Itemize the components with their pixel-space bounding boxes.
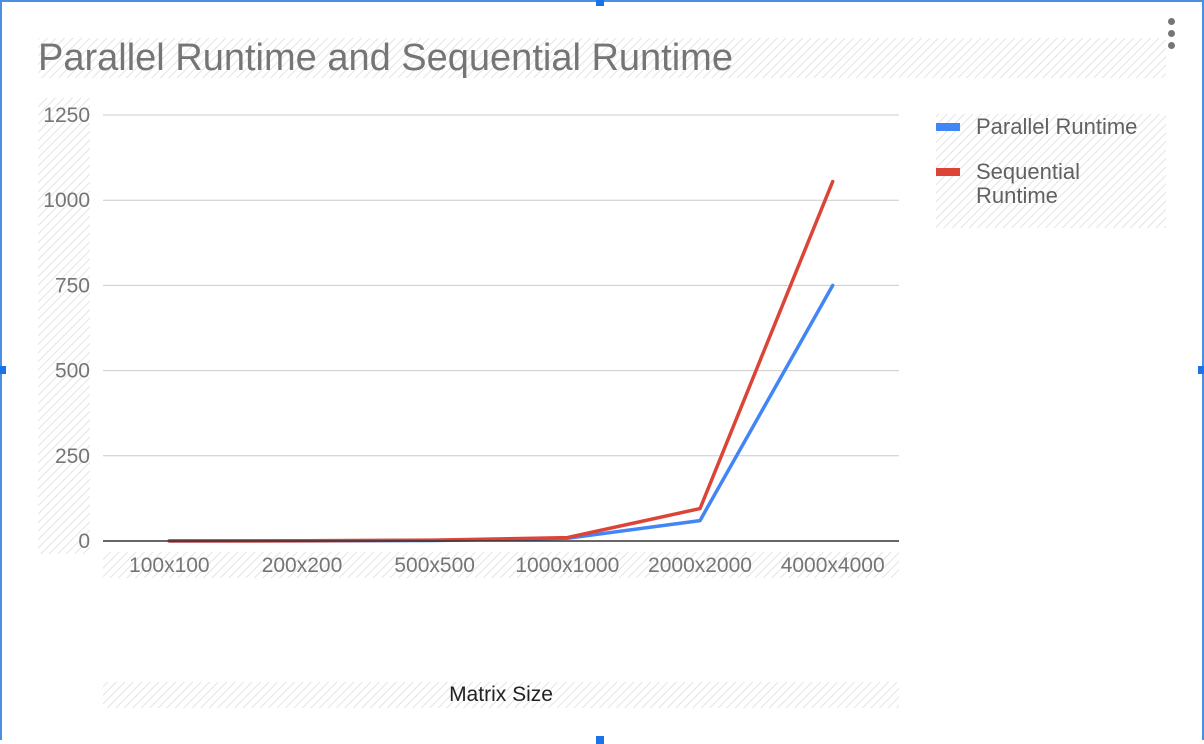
y-tick-label: 1250: [43, 104, 90, 127]
title-hatch: [38, 38, 1166, 78]
resize-handle-top[interactable]: [596, 0, 604, 6]
x-tick-label: 200x200: [262, 554, 343, 577]
legend-label[interactable]: Sequential Runtime: [976, 159, 1080, 208]
y-tick-label: 1000: [43, 189, 90, 212]
x-tick-label: 500x500: [394, 554, 475, 577]
y-axis-hatch: [38, 98, 90, 554]
x-title-hatch: [103, 682, 899, 708]
y-tick-label: 500: [55, 360, 90, 383]
data-point[interactable]: [827, 175, 839, 187]
data-point[interactable]: [561, 532, 573, 544]
data-point[interactable]: [827, 279, 839, 291]
data-point[interactable]: [694, 503, 706, 515]
x-tick-label: 2000x2000: [648, 554, 752, 577]
legend-hatch: [936, 114, 1166, 228]
x-axis-hatch: [103, 552, 899, 578]
x-tick-label: 1000x1000: [515, 554, 619, 577]
data-point[interactable]: [429, 534, 441, 546]
chart-title: Parallel Runtime and Sequential Runtime: [38, 37, 733, 79]
y-tick-label: 750: [55, 274, 90, 297]
y-tick-label: 0: [78, 530, 90, 553]
x-axis-title: Matrix Size: [449, 683, 553, 706]
series-line-parallel[interactable]: [167, 283, 835, 543]
y-tick-label: 250: [55, 445, 90, 468]
x-tick-label: 4000x4000: [781, 554, 885, 577]
legend-swatch: [936, 168, 960, 176]
x-tick-label: 100x100: [129, 554, 210, 577]
legend-label[interactable]: Parallel Runtime: [976, 114, 1137, 139]
data-point[interactable]: [694, 515, 706, 527]
series-line-sequential[interactable]: [167, 179, 835, 543]
resize-handle-right[interactable]: [1198, 366, 1204, 374]
legend-swatch: [936, 123, 960, 131]
more-vert-icon[interactable]: [1161, 14, 1183, 54]
resize-handle-left[interactable]: [0, 366, 6, 374]
